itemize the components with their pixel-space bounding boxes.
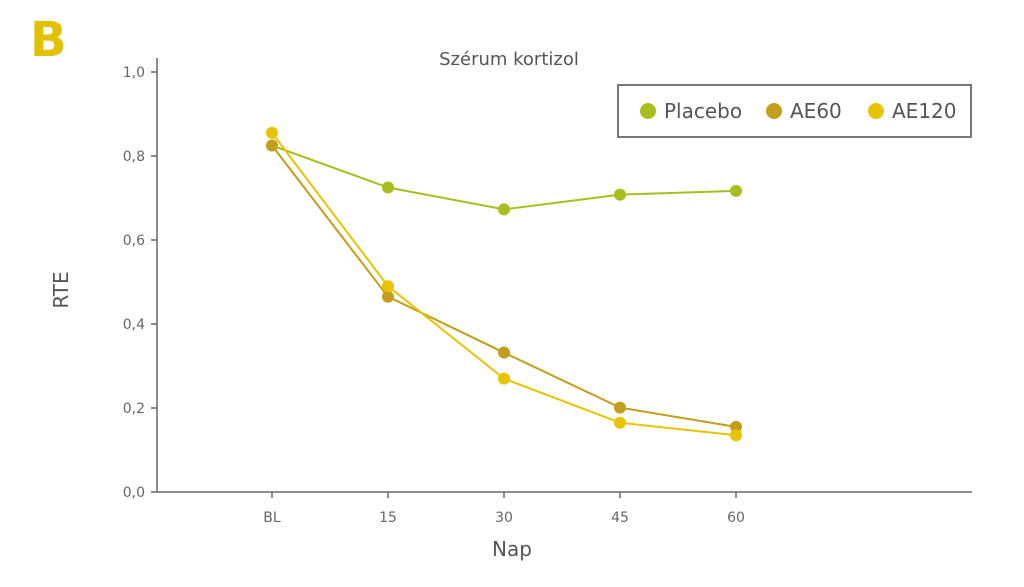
legend-marker [640,103,656,119]
y-tick-label: 0,6 [123,233,145,249]
data-point [614,401,626,414]
data-point [730,429,742,442]
y-axis-ticks: 0,0 0,2 0,4 0,6 0,8 1,0 [123,65,157,501]
series-placebo [266,139,742,216]
y-axis-label: RTE [49,271,73,308]
legend-box [617,84,972,138]
y-tick-label: 1,0 [123,65,145,81]
y-tick-label: 0,4 [123,317,145,333]
x-tick-label: 15 [379,510,397,526]
x-tick-label: 60 [727,510,745,526]
data-point [382,290,394,303]
series-layer [266,126,742,442]
legend-label: AE120 [892,99,957,123]
data-point [730,420,742,433]
panel-label: B [30,12,67,68]
series-ae120 [266,126,742,442]
chart-axes [156,58,972,493]
data-point [266,126,278,139]
legend-label: Placebo [664,99,742,123]
data-point [498,372,510,385]
x-tick-label: 30 [495,510,513,526]
x-axis-ticks: BL 15 30 45 60 [263,492,745,526]
y-tick-label: 0,0 [123,485,145,501]
x-tick-label: BL [263,510,281,526]
legend-label: AE60 [790,99,842,123]
data-point [498,346,510,359]
data-point [382,280,394,293]
x-tick-label: 45 [611,510,629,526]
legend-entry: AE60 [766,99,842,123]
y-tick-label: 0,2 [123,401,145,417]
x-axis-label: Nap [492,537,532,561]
series-line [271,132,737,437]
chart-title: Szérum kortizol [439,49,579,70]
series-ae60 [266,139,742,433]
data-point [382,181,394,194]
data-point [730,184,742,197]
legend-marker [766,103,782,119]
series-line [271,144,737,211]
legend-entry: AE120 [868,99,957,123]
legend-marker [868,103,884,119]
data-point [266,139,278,152]
series-line [271,144,737,428]
y-tick-label: 0,8 [123,149,145,165]
data-point [614,188,626,201]
data-point [498,203,510,216]
data-point [614,416,626,429]
legend: Placebo AE60 AE120 [617,84,972,138]
legend-entry: Placebo [640,99,742,123]
